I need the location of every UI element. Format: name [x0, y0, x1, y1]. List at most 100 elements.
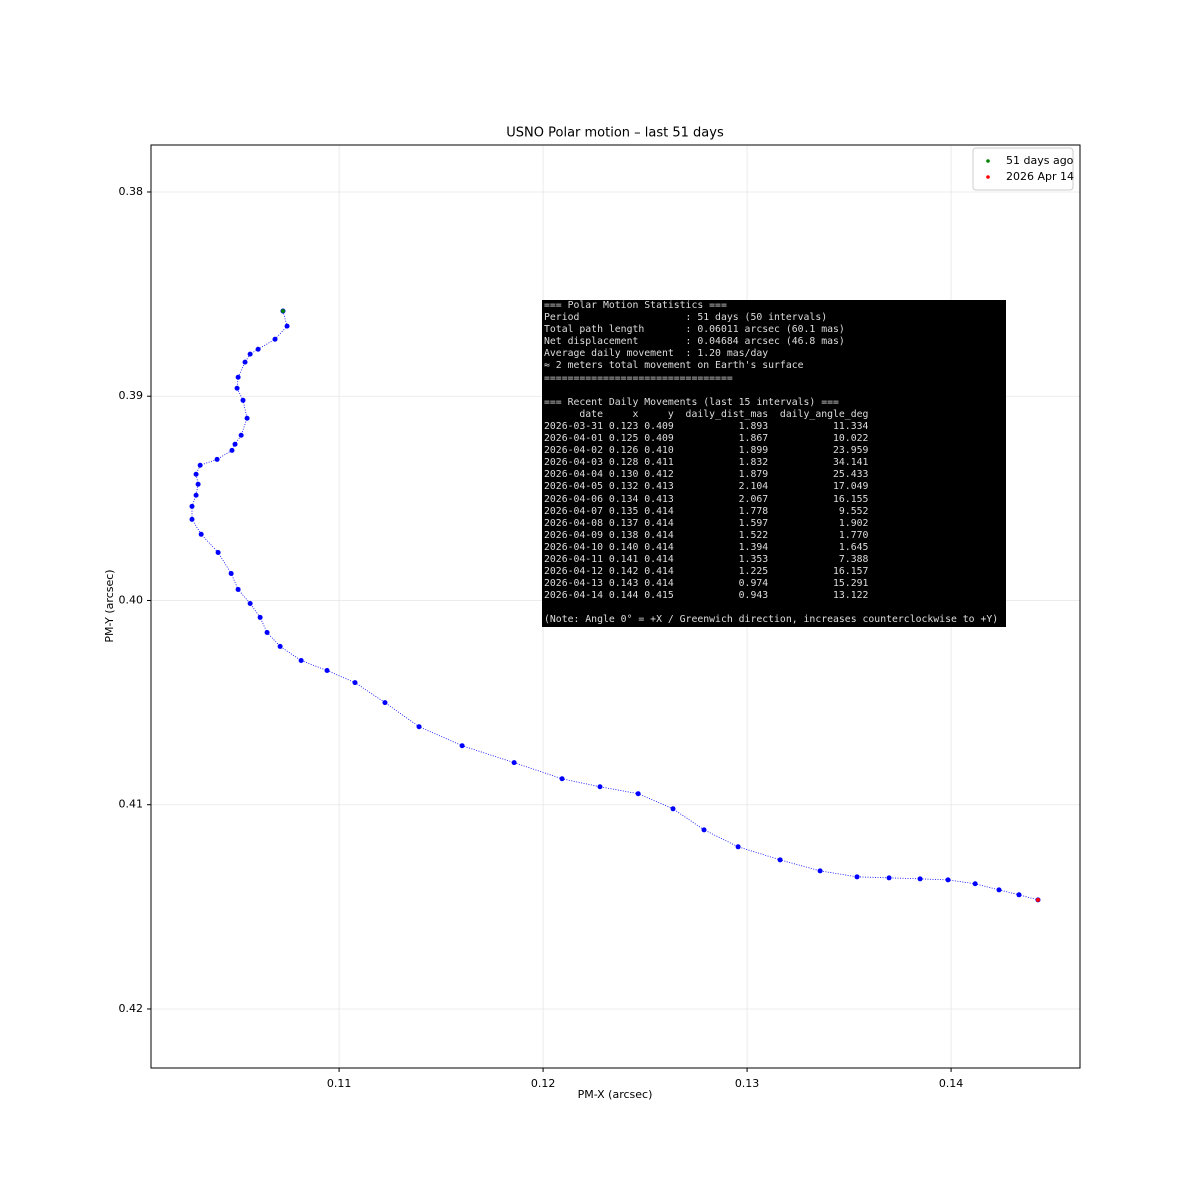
- data-point: [229, 447, 235, 453]
- data-point: [1016, 892, 1022, 898]
- data-point: [670, 806, 676, 812]
- text-line: 2026-04-07 0.135 0.414 1.778 9.552: [544, 505, 869, 517]
- data-line: [191, 310, 1039, 901]
- data-point: [597, 784, 603, 790]
- stats-annotation: === Polar Motion Statistics === Period : …: [542, 300, 1006, 627]
- legend-marker: [986, 175, 990, 179]
- data-point: [197, 462, 203, 468]
- data-point: [352, 680, 358, 686]
- data-point: [945, 877, 951, 883]
- data-point: [280, 309, 285, 314]
- data-point: [214, 456, 220, 462]
- chart-title: USNO Polar motion – last 51 days: [506, 126, 724, 141]
- text-line: 2026-03-31 0.123 0.409 1.893 11.334: [544, 420, 869, 432]
- data-point: [972, 881, 978, 887]
- text-block: (Note: Angle 0° = +X / Greenwich directi…: [544, 614, 1006, 626]
- data-point: [198, 531, 204, 537]
- data-point: [635, 791, 641, 797]
- data-point: [189, 516, 195, 522]
- y-tick-label: 0.39: [119, 389, 144, 402]
- text-line: === Recent Daily Movements (last 15 inte…: [544, 396, 839, 408]
- text-line: 2026-04-05 0.132 0.413 2.104 17.049: [544, 481, 869, 493]
- data-point: [917, 876, 923, 882]
- data-point: [996, 887, 1002, 893]
- legend-box: [972, 147, 1074, 191]
- text-line: === Polar Motion Statistics ===: [544, 300, 727, 311]
- data-point: [777, 857, 783, 863]
- text-line: 2026-04-01 0.125 0.409 1.867 10.022: [544, 433, 869, 445]
- data-point: [235, 374, 241, 380]
- data-point: [817, 868, 823, 874]
- data-point: [238, 432, 244, 438]
- text-line: 2026-04-08 0.137 0.414 1.597 1.902: [544, 517, 869, 529]
- data-point: [284, 323, 290, 329]
- data-point: [382, 700, 388, 706]
- text-line: Period : 51 days (50 intervals): [544, 312, 828, 324]
- x-tick-label: 0.12: [531, 1077, 556, 1090]
- data-point: [511, 760, 517, 766]
- data-point: [264, 630, 270, 636]
- data-point: [228, 571, 234, 577]
- y-tick-label: 0.38: [119, 185, 144, 198]
- x-tick-label: 0.11: [327, 1077, 352, 1090]
- text-line: 2026-04-04 0.130 0.412 1.879 25.433: [544, 469, 869, 481]
- data-point: [1035, 897, 1040, 902]
- text-line: date x y daily_dist_mas daily_angle_deg: [544, 408, 869, 420]
- text-line: (Note: Angle 0° = +X / Greenwich directi…: [544, 614, 999, 626]
- text-line: Total path length : 0.06011 arcsec (60.1…: [544, 324, 845, 336]
- text-line: 2026-04-14 0.144 0.415 0.943 13.122: [544, 590, 869, 602]
- text-line: 2026-04-12 0.142 0.414 1.225 16.157: [544, 566, 869, 578]
- data-point: [242, 359, 248, 365]
- data-point: [277, 643, 283, 649]
- x-axis-label: PM-X (arcsec): [578, 1088, 653, 1101]
- data-point: [195, 481, 201, 487]
- legend-label: 2026 Apr 14: [1006, 170, 1074, 183]
- data-point: [235, 586, 241, 592]
- data-point: [193, 471, 199, 477]
- text-line: ≈ 2 meters total movement on Earth's sur…: [544, 360, 804, 372]
- text-line: 2026-04-02 0.126 0.410 1.899 23.959: [544, 445, 869, 457]
- text-line: Average daily movement : 1.20 mas/day: [544, 348, 769, 360]
- data-point: [735, 844, 741, 850]
- data-point: [247, 601, 253, 607]
- data-point: [215, 549, 221, 555]
- data-point: [416, 724, 422, 730]
- data-point: [193, 492, 199, 498]
- data-point: [234, 385, 240, 391]
- plot-frame: [150, 144, 1081, 1069]
- grid: [151, 145, 1080, 1068]
- data-point: [244, 415, 250, 421]
- text-block: === Polar Motion Statistics === Period : …: [544, 300, 1006, 385]
- data-point: [247, 351, 253, 357]
- data-point: [272, 336, 278, 342]
- text-line: 2026-04-09 0.138 0.414 1.522 1.770: [544, 529, 869, 541]
- text-line: 2026-04-10 0.140 0.414 1.394 1.645: [544, 541, 869, 553]
- data-point: [257, 614, 263, 620]
- text-block: === Recent Daily Movements (last 15 inte…: [544, 397, 1006, 603]
- data-point: [854, 874, 860, 880]
- text-line: 2026-04-06 0.134 0.413 2.067 16.155: [544, 493, 869, 505]
- legend-marker: [986, 159, 990, 163]
- data-point: [189, 503, 195, 509]
- data-point: [232, 441, 238, 447]
- x-tick-label: 0.14: [939, 1077, 964, 1090]
- text-line: 2026-04-11 0.141 0.414 1.353 7.388: [544, 553, 869, 565]
- data-point: [298, 658, 304, 664]
- data-point: [886, 875, 892, 881]
- data-point: [559, 776, 565, 782]
- y-tick-label: 0.41: [119, 798, 144, 811]
- x-tick-label: 0.13: [735, 1077, 760, 1090]
- data-point: [701, 827, 707, 833]
- y-axis-label: PM-Y (arcsec): [103, 569, 116, 642]
- y-tick-label: 0.40: [119, 593, 144, 606]
- text-line: Net displacement : 0.04684 arcsec (46.8 …: [544, 336, 845, 348]
- data-point: [459, 743, 465, 749]
- text-line: ================================: [544, 372, 733, 384]
- data-point: [240, 397, 246, 403]
- legend-label: 51 days ago: [1006, 154, 1074, 167]
- y-tick-label: 0.42: [119, 1002, 144, 1015]
- data-point: [255, 346, 261, 352]
- text-line: 2026-04-03 0.128 0.411 1.832 34.141: [544, 457, 869, 469]
